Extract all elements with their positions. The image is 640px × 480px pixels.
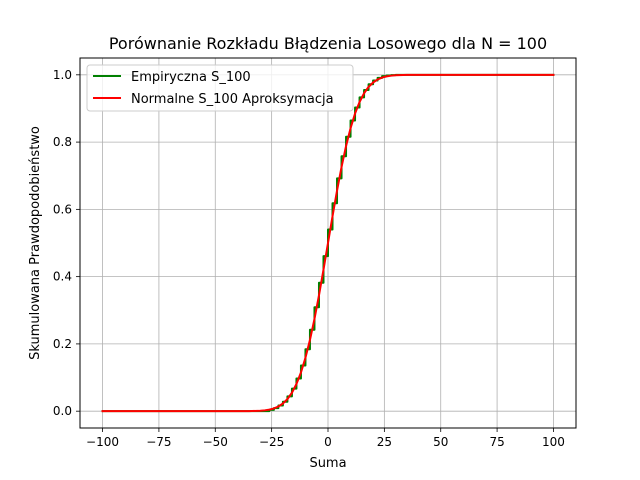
legend-label-empirical: Empiryczna S_100 xyxy=(131,70,251,85)
x-tick-label: −75 xyxy=(146,435,171,449)
y-tick-label: 0.4 xyxy=(53,270,72,284)
y-tick-label: 1.0 xyxy=(53,68,72,82)
axis-ticks: −100 −75 −50 −25 0 25 50 75 100 0.0 0.2 0.4 0.6 0.8 1.… xyxy=(53,68,565,449)
x-tick-label: 50 xyxy=(433,435,448,449)
legend-box xyxy=(86,64,354,112)
legend-label-normal: Normalne S_100 Aproksymacja xyxy=(131,92,334,107)
series-lines xyxy=(101,73,555,413)
x-tick-label: −100 xyxy=(86,435,119,449)
legend: Empiryczna S_100 Normalne S_100 Aproksym… xyxy=(86,64,354,112)
y-tick-label: 0.8 xyxy=(53,135,72,149)
x-tick-label: 75 xyxy=(489,435,504,449)
y-axis-label: Skumulowana Prawdopodobieństwo xyxy=(28,126,43,360)
x-tick-label: −25 xyxy=(259,435,284,449)
y-tick-label: 0.0 xyxy=(53,404,72,418)
plot-clip-group xyxy=(101,73,555,413)
y-tick-label: 0.2 xyxy=(53,337,72,351)
x-tick-label: −50 xyxy=(203,435,228,449)
x-tick-label: 25 xyxy=(377,435,392,449)
plot-frame xyxy=(79,57,577,429)
y-tick-label: 0.6 xyxy=(53,202,72,216)
chart-title: Porównanie Rozkładu Błądzenia Losowego d… xyxy=(109,34,547,53)
series-normal-line xyxy=(101,73,555,413)
x-tick-label: 0 xyxy=(324,435,332,449)
x-axis-label: Suma xyxy=(309,456,346,471)
x-tick-label: 100 xyxy=(542,435,565,449)
